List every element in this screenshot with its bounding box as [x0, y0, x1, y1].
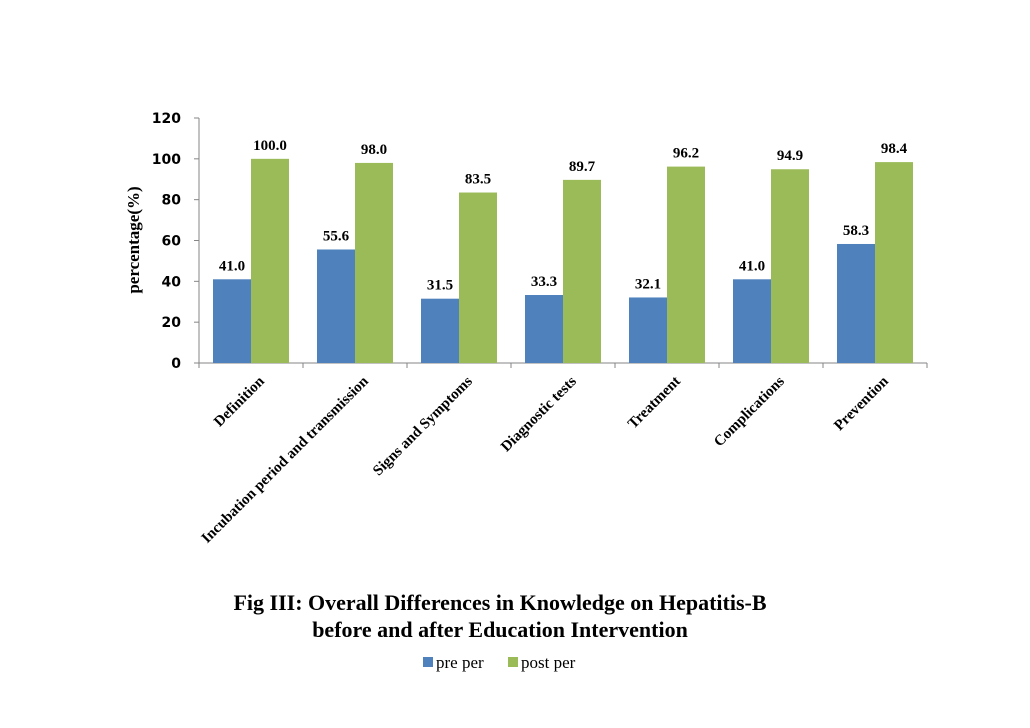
bars [213, 158, 913, 363]
data-label: 89.7 [569, 159, 596, 175]
bar-post [875, 162, 913, 363]
bar-pre [525, 295, 563, 363]
y-tick-label: 80 [162, 193, 182, 209]
x-category-label: Diagnostic tests [498, 373, 580, 455]
bar-post [563, 179, 601, 363]
y-tick-label: 40 [162, 274, 182, 290]
legend-label-post: post per [521, 653, 576, 672]
data-label: 31.5 [427, 278, 453, 294]
y-tick-label: 20 [162, 315, 182, 331]
chart-title-line-1: Fig III: Overall Differences in Knowledg… [233, 590, 766, 615]
x-category-label: Prevention [831, 373, 892, 434]
y-tick-label: 60 [162, 234, 182, 250]
data-label: 94.9 [777, 148, 803, 164]
bar-pre [837, 243, 875, 363]
y-axis-label: percentage(%) [124, 186, 143, 293]
data-label: 96.2 [673, 146, 699, 162]
bar-pre [317, 249, 355, 363]
x-category-label: Incubation period and transmission [199, 373, 373, 547]
bar-post [251, 158, 289, 363]
data-label: 41.0 [219, 258, 245, 274]
y-tick-label: 120 [152, 111, 181, 127]
data-label: 100.0 [253, 138, 287, 154]
legend: pre per post per [423, 653, 576, 672]
data-label: 41.0 [739, 258, 765, 274]
legend-swatch-pre [423, 657, 433, 667]
x-category-label: Treatment [625, 374, 684, 433]
value-labels: 41.0 100.0 55.6 98.0 31.5 83.5 33.3 89.7 32.1 96.… [219, 138, 908, 294]
x-category-label: Signs and Symptoms [370, 373, 476, 479]
data-label: 33.3 [531, 274, 557, 290]
bar-post [771, 169, 809, 363]
chart-title-line-2: before and after Education Intervention [312, 617, 688, 642]
x-category-label: Definition [211, 373, 268, 430]
data-label: 58.3 [843, 223, 869, 239]
legend-label-pre: pre per [436, 653, 484, 672]
bar-post [355, 162, 393, 363]
data-label: 98.4 [881, 141, 908, 157]
legend-swatch-post [508, 657, 518, 667]
bar-post [459, 192, 497, 363]
data-label: 83.5 [465, 172, 491, 188]
data-label: 32.1 [635, 276, 661, 292]
y-tick-label: 100 [152, 152, 181, 168]
data-label: 55.6 [323, 228, 350, 244]
bar-pre [733, 279, 771, 363]
y-tick-label: 0 [171, 356, 181, 372]
bar-pre [213, 279, 251, 363]
bar-post [667, 166, 705, 363]
data-label: 98.0 [361, 142, 387, 158]
bar-pre [421, 298, 459, 363]
x-category-label: Complications [711, 373, 788, 450]
bar-pre [629, 297, 667, 363]
